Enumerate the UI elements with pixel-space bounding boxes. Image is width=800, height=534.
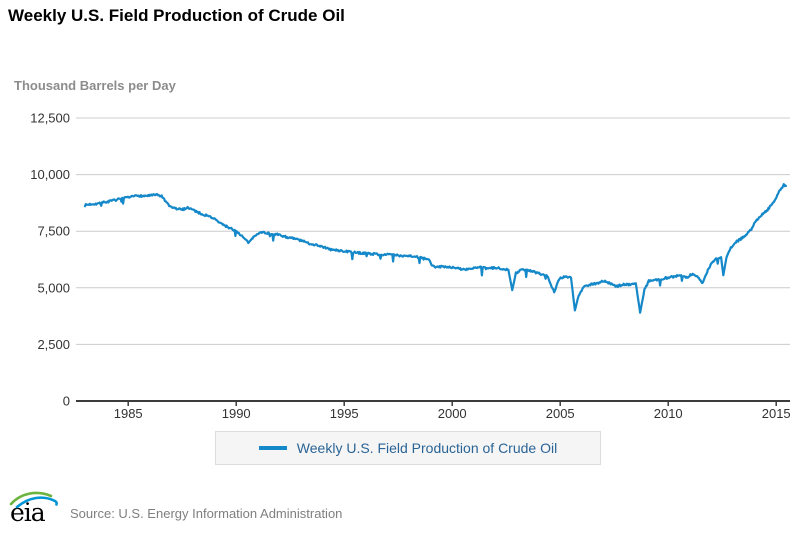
y-tick-label: 7,500 xyxy=(37,224,70,239)
x-tick-label: 2015 xyxy=(762,406,791,421)
y-tick-label: 2,500 xyxy=(37,337,70,352)
legend-line-swatch xyxy=(258,446,287,450)
x-tick-label: 2005 xyxy=(546,406,575,421)
y-tick-label: 0 xyxy=(63,394,70,409)
y-tick-label: 5,000 xyxy=(37,280,70,295)
footer: eia Source: U.S. Energy Information Admi… xyxy=(8,490,342,530)
legend: Weekly U.S. Field Production of Crude Oi… xyxy=(215,431,601,465)
eia-logo-swoosh-icon xyxy=(9,491,58,509)
legend-label: Weekly U.S. Field Production of Crude Oi… xyxy=(296,440,558,456)
eia-logo-text: eia xyxy=(10,498,46,527)
x-tick-label: 2000 xyxy=(438,406,467,421)
x-tick-label: 1985 xyxy=(114,406,143,421)
chart-title: Weekly U.S. Field Production of Crude Oi… xyxy=(8,6,345,25)
x-tick-label: 1995 xyxy=(330,406,359,421)
y-axis-title: Thousand Barrels per Day xyxy=(14,78,176,93)
x-tick-label: 1990 xyxy=(222,406,251,421)
plot-area: 12,500 10,000 7,500 5,000 2,500 0 1985 1990 1995… xyxy=(30,111,791,422)
production-line-series xyxy=(83,183,787,314)
y-tick-label: 10,000 xyxy=(30,167,70,182)
y-tick-label: 12,500 xyxy=(30,111,70,126)
source-text: Source: U.S. Energy Information Administ… xyxy=(70,505,343,521)
eia-logo: eia xyxy=(8,490,60,530)
x-tick-label: 2010 xyxy=(654,406,683,421)
